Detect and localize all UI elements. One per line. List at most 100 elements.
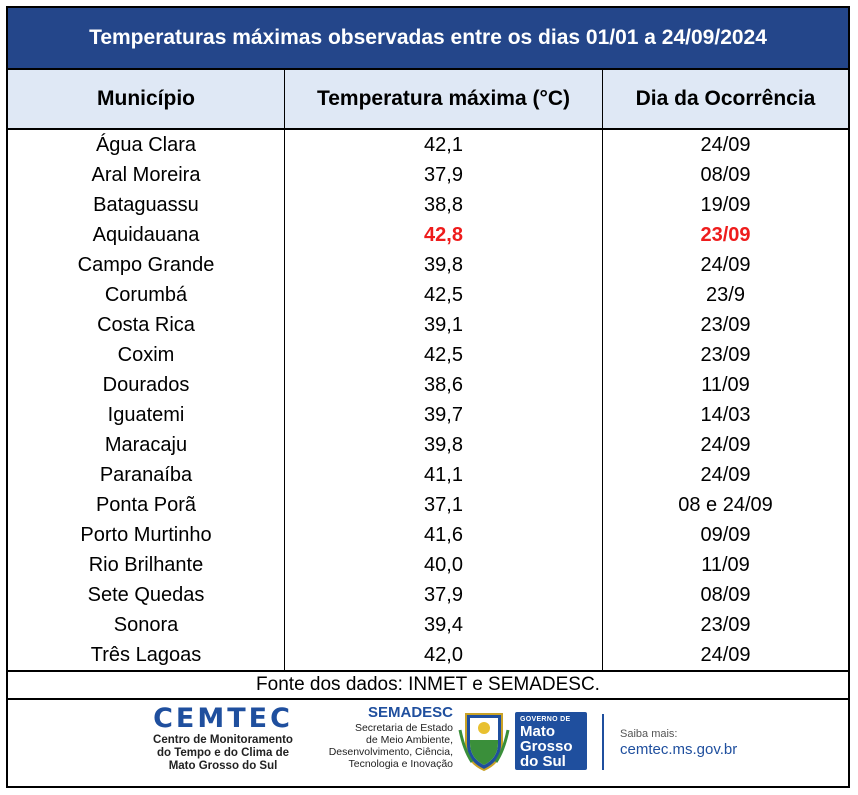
table-row: Costa Rica 39,1 23/09 [8,310,848,340]
cell-municipio: Maracaju [8,430,285,460]
table-row: Ponta Porã 37,1 08 e 24/09 [8,490,848,520]
cell-municipio: Rio Brilhante [8,550,285,580]
gov-name-2: Grosso [520,738,573,755]
table-row: Campo Grande 39,8 24/09 [8,250,848,280]
cell-dia: 08 e 24/09 [678,493,773,516]
table-row: Porto Murtinho 41,6 09/09 [8,520,848,550]
header-municipio: Município [8,70,285,128]
cell-dia: 24/09 [700,463,751,486]
cell-dia: 23/09 [700,223,751,246]
saiba-mais: Saiba mais: cemtec.ms.gov.br [620,728,737,759]
cell-municipio: Água Clara [8,130,285,160]
cell-municipio: Bataguassu [8,190,285,220]
table-body: Água Clara 42,1 24/09 Aral Moreira 37,9 08/09… [8,130,848,670]
cell-dia: 14/03 [700,403,751,426]
cell-dia: 24/09 [700,643,751,666]
table-row: Corumbá 42,5 23/9 [8,280,848,310]
table-row: Coxim 42,5 23/09 [8,340,848,370]
table-row: Sete Quedas 37,9 08/09 [8,580,848,610]
cell-municipio: Ponta Porã [8,490,285,520]
data-source-note: Fonte dos dados: INMET e SEMADESC. [8,670,848,700]
footer-logos: CEMTEC Centro de Monitoramento do Tempo … [8,700,848,786]
temperature-table: Temperaturas máximas observadas entre os… [6,6,850,788]
cell-municipio: Sonora [8,610,285,640]
cell-municipio: Três Lagoas [8,640,285,670]
table-row: Dourados 38,6 11/09 [8,370,848,400]
cell-municipio: Aral Moreira [8,160,285,190]
cell-temperatura: 37,1 [285,490,603,520]
table-row: Bataguassu 38,8 19/09 [8,190,848,220]
header-temperatura: Temperatura máxima (°C) [285,70,603,128]
cell-dia: 08/09 [700,163,751,186]
table-row: Iguatemi 39,7 14/03 [8,400,848,430]
cell-municipio: Paranaíba [8,460,285,490]
cell-temperatura: 37,9 [285,160,603,190]
cell-dia: 24/09 [700,253,751,276]
cemtec-name: CEMTEC [153,703,293,734]
governo-ms-logo: GOVERNO DE Mato Grosso do Sul [515,712,587,770]
table-row: Água Clara 42,1 24/09 [8,130,848,160]
cell-temperatura: 37,9 [285,580,603,610]
cemtec-logo: CEMTEC Centro de Monitoramento do Tempo … [143,704,303,773]
cell-municipio: Iguatemi [8,400,285,430]
semadesc-name: SEMADESC [367,704,453,721]
header-dia: Dia da Ocorrência [635,87,816,110]
cell-municipio: Porto Murtinho [8,520,285,550]
cell-temperatura: 38,8 [285,190,603,220]
cemtec-sub-1: Centro de Monitoramento [153,734,293,746]
cell-temperatura: 42,8 [285,220,603,250]
gov-top: GOVERNO DE [520,716,571,723]
cemtec-sub-2: do Tempo e do Clima de [156,747,290,759]
table-row: Maracaju 39,8 24/09 [8,430,848,460]
cell-municipio: Aquidauana [8,220,285,250]
table-row: Rio Brilhante 40,0 11/09 [8,550,848,580]
cell-municipio: Campo Grande [8,250,285,280]
gov-name-3: do Sul [520,753,566,770]
cell-dia: 11/09 [701,553,750,576]
cell-temperatura: 41,6 [285,520,603,550]
cell-municipio: Coxim [8,340,285,370]
cell-temperatura: 41,1 [285,460,603,490]
header-row: Município Temperatura máxima (°C) Dia da… [8,70,848,130]
semadesc-logo: SEMADESC Secretaria de Estado de Meio Am… [313,704,453,770]
cell-municipio: Sete Quedas [8,580,285,610]
saiba-label: Saiba mais: [620,728,678,740]
table-row: Sonora 39,4 23/09 [8,610,848,640]
cell-temperatura: 38,6 [285,370,603,400]
cell-temperatura: 42,1 [285,130,603,160]
cell-dia: 11/09 [701,373,750,396]
cell-dia: 23/09 [700,313,751,336]
cell-temperatura: 39,7 [285,400,603,430]
cell-municipio: Costa Rica [8,310,285,340]
cell-temperatura: 42,5 [285,280,603,310]
cell-temperatura: 39,1 [285,310,603,340]
cell-dia: 23/09 [700,343,751,366]
table-row: Três Lagoas 42,0 24/09 [8,640,848,670]
cell-dia: 24/09 [700,433,751,456]
cell-temperatura: 42,0 [285,640,603,670]
state-coat-of-arms-icon [458,713,510,772]
gov-name-1: Mato [520,723,555,740]
table-row: Aquidauana 42,8 23/09 [8,220,848,250]
table-row: Paranaíba 41,1 24/09 [8,460,848,490]
semadesc-sub-1: Secretaria de Estado [354,722,453,734]
cemtec-sub-3: Mato Grosso do Sul [168,760,278,772]
logo-divider [602,714,604,770]
cell-dia: 23/9 [706,283,745,306]
cell-dia: 08/09 [700,583,751,606]
semadesc-sub-4: Tecnologia e Inovação [348,758,454,770]
cell-municipio: Corumbá [8,280,285,310]
cell-dia: 24/09 [700,133,751,156]
cell-temperatura: 42,5 [285,340,603,370]
table-title: Temperaturas máximas observadas entre os… [8,8,848,70]
cell-temperatura: 39,8 [285,250,603,280]
cell-temperatura: 39,8 [285,430,603,460]
cell-dia: 09/09 [700,523,751,546]
cell-municipio: Dourados [8,370,285,400]
saiba-site-link[interactable]: cemtec.ms.gov.br [620,741,738,758]
semadesc-sub-3: Desenvolvimento, Ciência, [328,746,453,758]
cell-dia: 23/09 [700,613,751,636]
cell-dia: 19/09 [700,193,751,216]
semadesc-sub-2: de Meio Ambiente, [366,734,453,746]
table-row: Aral Moreira 37,9 08/09 [8,160,848,190]
